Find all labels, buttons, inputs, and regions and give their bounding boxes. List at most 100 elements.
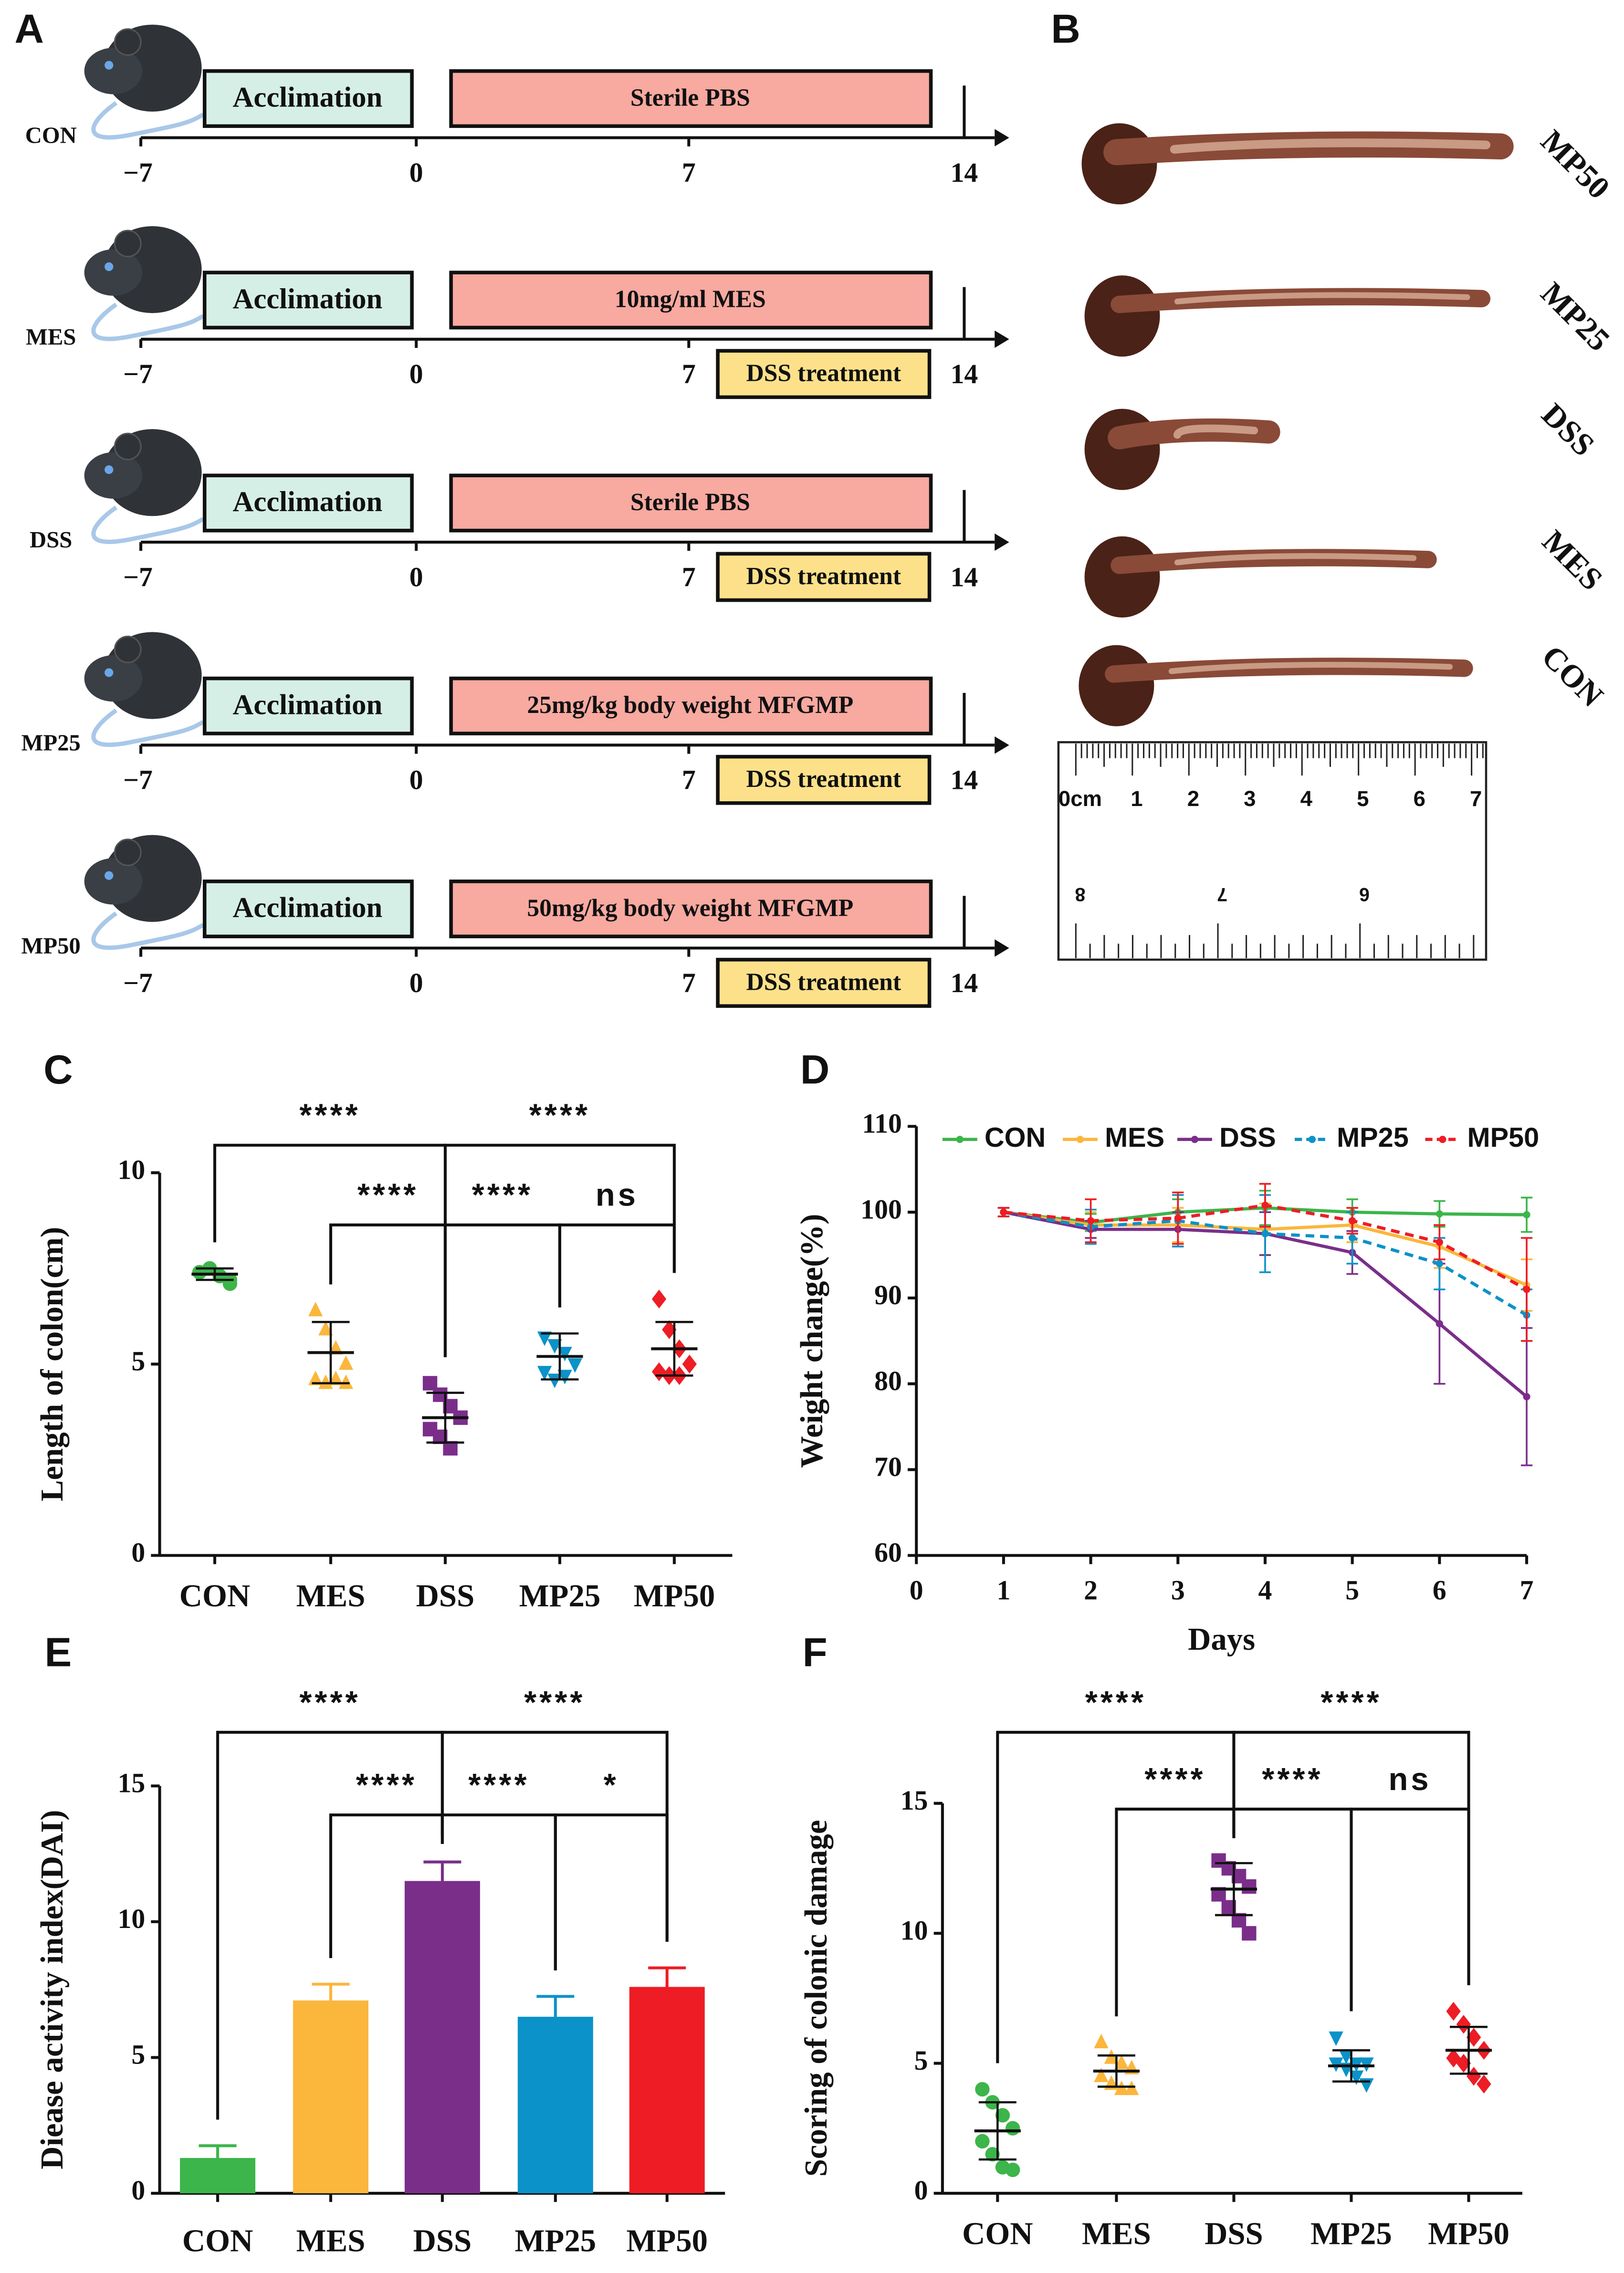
y-tick-label: 100 xyxy=(860,1194,902,1225)
dss-label: DSS treatment xyxy=(746,563,901,590)
timeline-tick-label: 14 xyxy=(951,765,978,796)
data-point xyxy=(557,1347,572,1362)
colon-highlight xyxy=(1174,292,1470,304)
data-point xyxy=(318,1321,333,1336)
timeline-tick-label: 0 xyxy=(409,158,423,188)
data-point xyxy=(537,1331,552,1346)
colon-cecum xyxy=(1079,645,1154,726)
timeline-tick-label: 14 xyxy=(951,968,978,998)
data-point xyxy=(567,1358,583,1373)
panel-label: A xyxy=(14,6,43,52)
data-point xyxy=(1087,1217,1095,1225)
data-point xyxy=(1094,2033,1109,2049)
x-tick-label: 5 xyxy=(1345,1576,1359,1606)
data-point xyxy=(651,1289,667,1309)
data-point xyxy=(1124,2080,1139,2095)
mouse-icon xyxy=(84,632,205,747)
y-axis-title: Weight change(%) xyxy=(794,1214,829,1468)
timeline-arrow xyxy=(995,330,1009,348)
panel-label: E xyxy=(45,1630,72,1675)
data-point xyxy=(1435,1320,1443,1328)
legend-marker xyxy=(956,1135,964,1143)
data-point xyxy=(1174,1215,1182,1222)
treatment-label: 10mg/ml MES xyxy=(615,286,766,313)
data-point xyxy=(1006,2162,1020,2178)
ruler-label-bottom: 8 xyxy=(1075,884,1085,905)
data-point xyxy=(1477,2074,1491,2094)
panel-label: D xyxy=(800,1047,829,1092)
acclimation-label: Acclimation xyxy=(232,486,382,518)
data-point xyxy=(1094,2067,1109,2082)
group-label: MES xyxy=(26,324,76,350)
data-point xyxy=(1523,1286,1530,1293)
x-tick-label: 1 xyxy=(996,1576,1010,1606)
panel-label: B xyxy=(1051,6,1080,52)
significance-label: **** xyxy=(468,1768,529,1803)
bar xyxy=(517,2017,593,2193)
legend-label: MP25 xyxy=(1337,1122,1409,1153)
y-tick-label: 0 xyxy=(131,1538,145,1568)
photo-label: DSS xyxy=(1535,397,1601,463)
x-tick-label: MP50 xyxy=(1428,2216,1509,2251)
timeline-arrow xyxy=(995,533,1009,551)
significance-label: ns xyxy=(1388,1762,1431,1797)
mouse-eye xyxy=(105,668,114,677)
data-point xyxy=(1349,1234,1356,1242)
timeline-arrow xyxy=(995,939,1009,957)
y-tick-label: 0 xyxy=(914,2176,928,2206)
timeline-tick-label: 7 xyxy=(682,968,696,998)
mouse-head xyxy=(84,452,143,499)
y-tick-label: 15 xyxy=(901,1786,928,1816)
timeline-tick-label: 0 xyxy=(409,562,423,592)
acclimation-label: Acclimation xyxy=(232,283,382,315)
timeline-tick-label: 14 xyxy=(951,158,978,188)
legend-label: MP50 xyxy=(1467,1122,1540,1153)
data-point xyxy=(1242,1926,1257,1941)
y-tick-label: 0 xyxy=(131,2176,145,2206)
colon-highlight xyxy=(1174,553,1417,566)
x-tick-label: 7 xyxy=(1520,1576,1534,1606)
x-tick-label: MP50 xyxy=(634,1578,715,1613)
colon-highlight xyxy=(1173,424,1258,439)
group-label: DSS xyxy=(30,527,72,553)
mouse-tail xyxy=(91,708,205,747)
mouse-ear xyxy=(114,230,142,258)
significance-label: **** xyxy=(529,1098,590,1133)
x-tick-label: 3 xyxy=(1171,1576,1185,1606)
ruler-label: 2 xyxy=(1187,786,1199,811)
x-tick-label: CON xyxy=(182,2223,253,2259)
data-point xyxy=(682,1354,697,1374)
ruler-label: 0cm xyxy=(1058,786,1102,811)
mouse-ear xyxy=(114,432,142,461)
photo-label: MP25 xyxy=(1534,275,1616,358)
significance-label: **** xyxy=(472,1178,533,1213)
y-tick-label: 110 xyxy=(862,1109,901,1139)
data-point xyxy=(975,2082,990,2097)
data-point xyxy=(1000,1208,1007,1216)
x-tick-label: MES xyxy=(1082,2216,1151,2251)
mouse-tail xyxy=(91,911,205,950)
treatment-box xyxy=(449,676,933,735)
data-point xyxy=(995,2108,1010,2123)
treatment-box xyxy=(449,880,933,939)
acclimation-label: Acclimation xyxy=(232,892,382,924)
group-label: MP50 xyxy=(21,933,81,959)
dss-box xyxy=(716,349,932,399)
mouse-head xyxy=(84,249,143,296)
data-point xyxy=(1104,2049,1119,2064)
x-tick-label: MP25 xyxy=(519,1578,601,1613)
timeline-tick-label: 7 xyxy=(682,562,696,592)
data-point xyxy=(1114,2054,1129,2069)
significance-bracket xyxy=(329,1223,447,1357)
data-point xyxy=(537,1366,552,1381)
x-tick-label: DSS xyxy=(416,1578,475,1613)
significance-label: **** xyxy=(356,1768,417,1803)
x-tick-label: MP25 xyxy=(1310,2216,1392,2251)
data-point xyxy=(1435,1210,1443,1218)
significance-bracket xyxy=(1350,1807,1470,2011)
timeline-tick-label: −7 xyxy=(123,562,153,592)
x-tick-label: MES xyxy=(296,2223,366,2259)
ruler xyxy=(1057,741,1488,961)
dss-label: DSS treatment xyxy=(746,360,901,387)
